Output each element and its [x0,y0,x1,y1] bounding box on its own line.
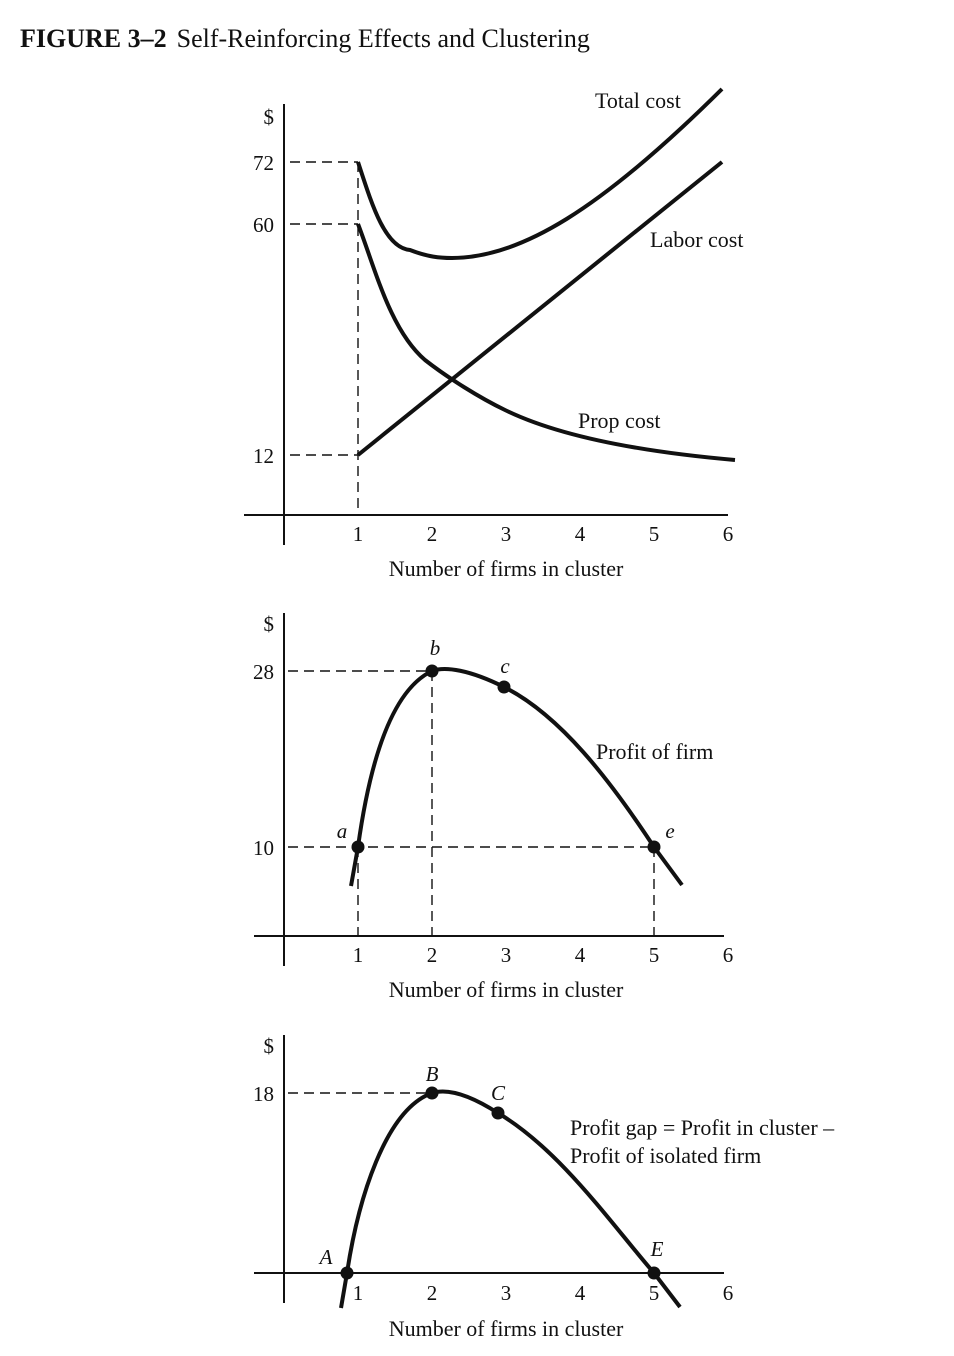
profit-points [351,664,661,854]
figure-caption: Self-Reinforcing Effects and Clustering [176,24,590,53]
y-tick: 18 [253,1082,274,1106]
prop-cost-label: Prop cost [578,408,661,433]
x-tick: 6 [723,522,734,546]
x-ticks: 1 2 3 4 5 6 [353,1281,734,1305]
guide-lines [290,161,359,515]
labor-cost-label: Labor cost [650,227,743,252]
panel-costs: $ 72 60 12 Total cost Labor cost Prop co… [244,87,743,581]
y-tick: 72 [253,151,274,175]
point-b [425,664,439,678]
x-axis-label: Number of firms in cluster [389,977,624,1002]
x-tick: 2 [427,1281,438,1305]
y-tick: 12 [253,444,274,468]
point-label-A: A [318,1245,333,1269]
profit-gap-label-line2: Profit of isolated firm [570,1143,761,1168]
point-label-e: e [665,819,674,843]
point-label-C: C [491,1081,506,1105]
profit-gap-curve [339,1089,682,1309]
prop-cost-curve [356,223,736,462]
x-tick: 1 [353,943,364,967]
profit-gap-label-line1: Profit gap = Profit in cluster – [570,1115,835,1140]
x-tick: 4 [575,1281,586,1305]
profit-gap-points [340,1086,661,1280]
x-axis-label: Number of firms in cluster [389,1316,624,1341]
point-a [351,840,365,854]
figure-title: FIGURE 3–2 Self-Reinforcing Effects and C… [20,24,590,54]
x-ticks: 1 2 3 4 5 6 [353,943,734,967]
x-tick: 6 [723,943,734,967]
x-tick: 5 [649,522,660,546]
point-c [497,680,511,694]
x-tick: 5 [649,1281,660,1305]
x-tick: 3 [501,1281,512,1305]
figure-number: FIGURE 3–2 [20,24,167,53]
point-E [647,1266,661,1280]
x-tick: 2 [427,943,438,967]
labor-cost-curve [356,160,724,457]
point-e [647,840,661,854]
x-tick: 5 [649,943,660,967]
x-tick: 4 [575,522,586,546]
x-tick: 1 [353,1281,364,1305]
cost-curves [356,87,736,462]
profit-label: Profit of firm [596,739,713,764]
x-axis-label: Number of firms in cluster [389,556,624,581]
guide-lines [288,670,655,936]
total-cost-curve [356,87,724,261]
x-tick: 4 [575,943,586,967]
point-label-E: E [650,1237,664,1261]
point-C [491,1106,505,1120]
y-tick: 10 [253,836,274,860]
total-cost-label: Total cost [595,88,681,113]
x-tick: 6 [723,1281,734,1305]
y-tick: 60 [253,213,274,237]
x-tick: 3 [501,943,512,967]
y-tick: 28 [253,660,274,684]
x-tick: 3 [501,522,512,546]
x-tick: 2 [427,522,438,546]
profit-curve [349,667,684,887]
point-B [425,1086,439,1100]
y-unit: $ [264,612,275,636]
y-unit: $ [264,105,275,129]
x-tick: 1 [353,522,364,546]
point-A [340,1266,354,1280]
y-unit: $ [264,1034,275,1058]
point-label-b: b [430,636,441,660]
panel-profit-gap: $ 18 A B C E Profit gap = Profit in clus… [253,1034,835,1341]
x-ticks: 1 2 3 4 5 6 [353,522,734,546]
point-label-c: c [500,654,510,678]
panel-profit: $ 28 10 a b c e Profit of firm 1 2 3 4 5… [253,612,733,1002]
point-label-a: a [337,819,348,843]
point-label-B: B [426,1062,439,1086]
